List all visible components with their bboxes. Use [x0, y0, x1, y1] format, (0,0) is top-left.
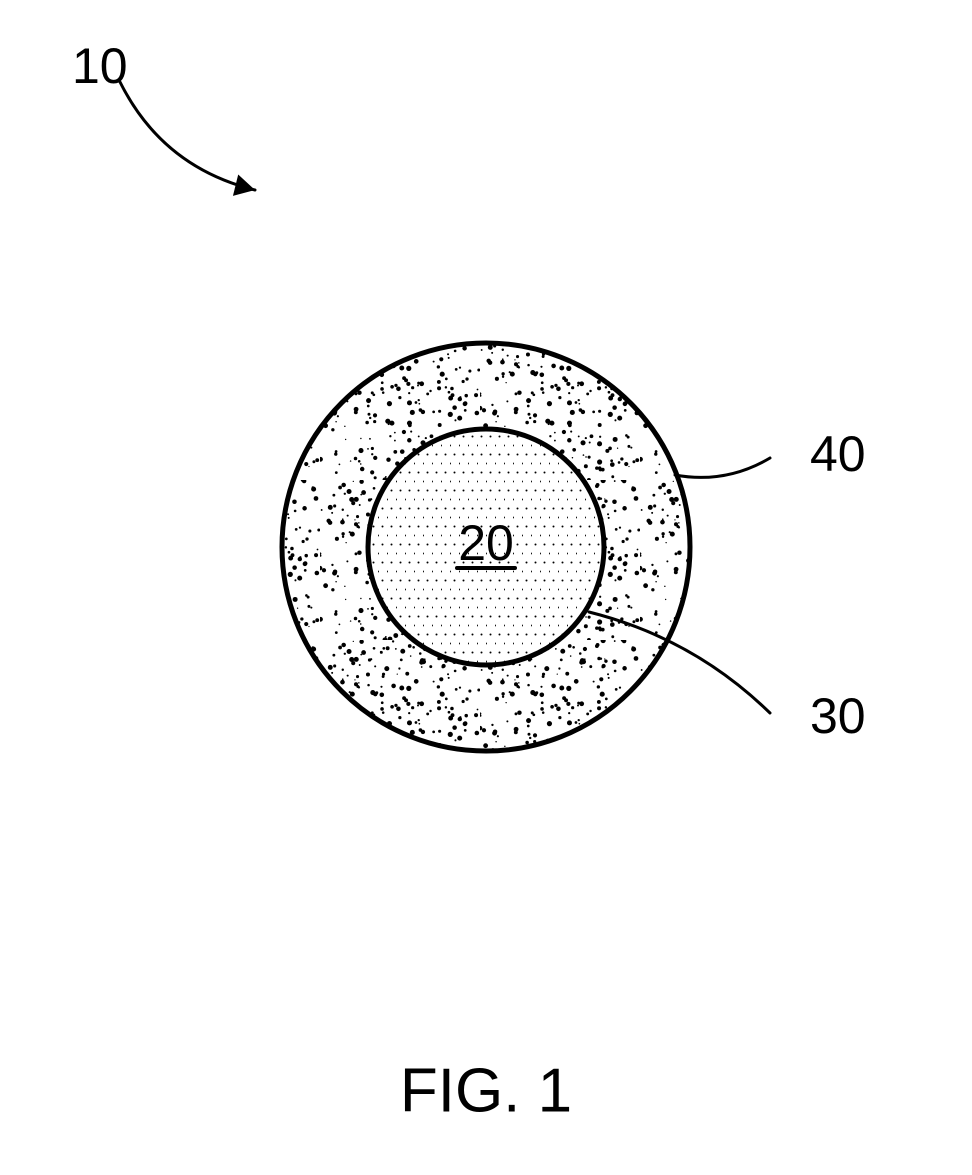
- figure-caption: FIG. 1: [400, 1056, 572, 1125]
- pointer-arrow-shaft: [120, 82, 255, 190]
- inner-boundary-label: 30: [810, 688, 866, 744]
- assembly-label: 10: [72, 38, 128, 94]
- core-label: 20: [458, 515, 514, 571]
- leader-to-40: [675, 458, 770, 477]
- pointer-arrow-head: [233, 175, 255, 196]
- core-label-group: 20: [457, 515, 515, 571]
- outer-ring-label: 40: [810, 426, 866, 482]
